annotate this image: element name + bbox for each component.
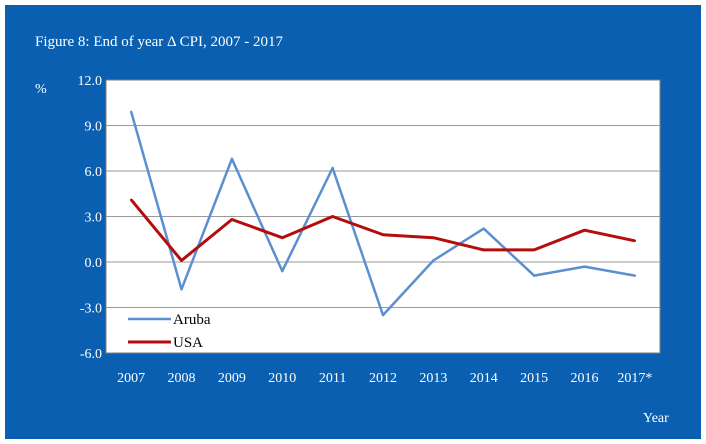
data-point-usa (129, 198, 133, 202)
data-point-aruba (230, 157, 234, 161)
y-tick-label: 9.0 (85, 120, 103, 135)
y-axis-unit-label: % (35, 82, 47, 97)
x-tick-label: 2011 (319, 371, 346, 386)
data-point-usa (381, 233, 385, 236)
x-axis-label: Year (643, 411, 669, 426)
data-point-aruba (180, 288, 183, 291)
data-point-usa (331, 215, 334, 218)
x-tick-label: 2016 (570, 371, 598, 386)
data-point-aruba (281, 269, 284, 273)
line-chart: 12.0 9.0 6.0 3.0 0.0 -3.0 -6.0 2007 2008 2009 2010… (78, 74, 661, 386)
x-tick-label: 2013 (419, 371, 447, 386)
x-tick-label: 2009 (218, 371, 246, 386)
x-tick-label: 2014 (470, 371, 498, 386)
data-point-aruba (331, 166, 334, 170)
legend-label-usa: USA (173, 335, 203, 351)
data-point-aruba (129, 110, 133, 114)
data-point-usa (281, 236, 284, 239)
y-tick-label: 3.0 (85, 211, 103, 226)
data-point-usa (230, 218, 234, 221)
x-tick-label: 2007 (117, 371, 145, 386)
y-tick-label: 0.0 (85, 256, 103, 271)
data-point-aruba (633, 274, 637, 277)
y-tick-label: 12.0 (78, 74, 103, 89)
y-tick-label: 6.0 (85, 165, 103, 180)
chart-title: Figure 8: End of year Δ CPI, 2007 - 2017 (35, 34, 283, 50)
data-point-aruba (482, 227, 485, 230)
data-point-usa (633, 239, 637, 242)
data-point-aruba (381, 313, 385, 317)
x-tick-label: 2010 (268, 371, 296, 386)
y-tick-label: -6.0 (80, 347, 102, 362)
x-tick-label: 2012 (369, 371, 397, 386)
data-point-aruba (532, 274, 536, 277)
data-point-aruba (583, 265, 586, 268)
data-point-usa (532, 248, 536, 252)
data-point-aruba (432, 259, 435, 262)
data-point-usa (583, 228, 586, 232)
x-tick-label: 2017* (617, 371, 652, 386)
data-point-usa (482, 248, 485, 252)
x-tick-label: 2015 (520, 371, 548, 386)
data-point-usa (180, 259, 183, 262)
data-point-usa (432, 236, 435, 239)
x-tick-label: 2008 (168, 371, 196, 386)
y-tick-label: -3.0 (80, 302, 102, 317)
chart-panel: Figure 8: End of year Δ CPI, 2007 - 2017… (5, 5, 701, 439)
legend-label-aruba: Aruba (173, 312, 211, 328)
